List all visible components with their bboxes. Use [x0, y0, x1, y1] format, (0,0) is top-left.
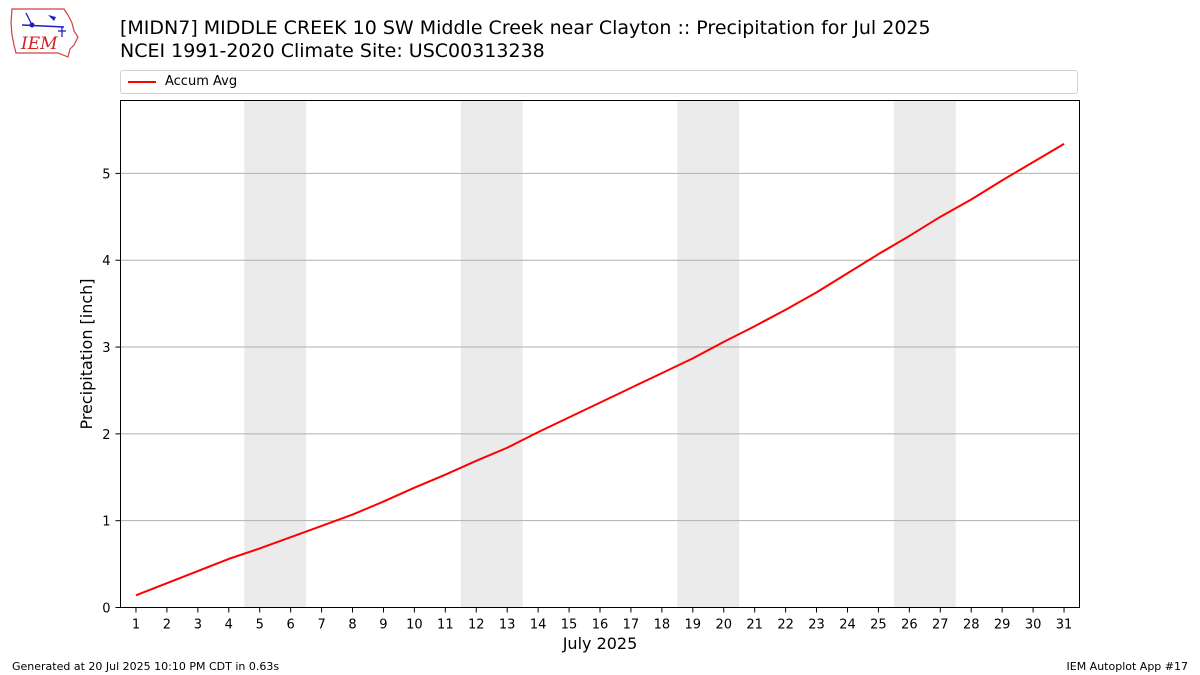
series-layer — [135, 143, 1065, 597]
series-line-accum-avg — [135, 143, 1065, 597]
y-tick-label-2: 2 — [102, 428, 110, 443]
x-tick-label-27: 27 — [932, 618, 949, 633]
y-tick-label-3: 3 — [102, 341, 110, 356]
x-tick-label-19: 19 — [685, 618, 702, 633]
x-tick-label-13: 13 — [499, 618, 516, 633]
x-tick-label-11: 11 — [437, 618, 454, 633]
chart-legend: Accum Avg — [120, 70, 1078, 94]
chart-title: [MIDN7] MIDDLE CREEK 10 SW Middle Creek … — [120, 17, 931, 39]
x-tick-label-8: 8 — [348, 618, 356, 633]
x-tick-label-10: 10 — [406, 618, 423, 633]
x-tick-label-5: 5 — [256, 618, 264, 633]
x-axis-label: July 2025 — [562, 634, 638, 653]
x-tick-label-9: 9 — [379, 618, 387, 633]
x-tick-label-3: 3 — [194, 618, 202, 633]
iowa-state-outline-icon: IEM — [10, 8, 79, 58]
x-tick-label-21: 21 — [746, 618, 763, 633]
y-axis-ticks: 0 1 2 3 4 5 — [102, 167, 121, 617]
x-tick-label-14: 14 — [530, 618, 547, 633]
x-axis-ticks: 1 2 3 4 5 6 7 8 9 10 11 12 13 14 15 16 17 18 19 20 21 22 23 24 2… — [132, 607, 1073, 633]
autoplot-app-label: IEM Autoplot App #17 — [1066, 660, 1189, 673]
weekend-band-3 — [677, 100, 740, 608]
x-tick-label-12: 12 — [468, 618, 485, 633]
y-axis-label: Precipitation [inch] — [77, 278, 96, 429]
chart-subtitle: NCEI 1991-2020 Climate Site: USC00313238 — [120, 40, 545, 62]
x-tick-label-4: 4 — [225, 618, 233, 633]
y-tick-label-4: 4 — [102, 254, 110, 269]
iem-logo: IEM — [8, 5, 80, 59]
x-tick-label-23: 23 — [808, 618, 825, 633]
generated-timestamp: Generated at 20 Jul 2025 10:10 PM CDT in… — [12, 660, 280, 673]
legend-swatch-accum-avg — [128, 81, 156, 83]
weekend-band-4 — [893, 100, 956, 608]
x-tick-label-16: 16 — [592, 618, 609, 633]
x-tick-label-25: 25 — [870, 618, 887, 633]
x-tick-label-6: 6 — [287, 618, 295, 633]
x-tick-label-22: 22 — [777, 618, 794, 633]
x-tick-label-20: 20 — [715, 618, 732, 633]
x-tick-label-7: 7 — [317, 618, 325, 633]
x-tick-label-31: 31 — [1056, 618, 1073, 633]
x-tick-label-1: 1 — [132, 618, 140, 633]
x-tick-label-30: 30 — [1025, 618, 1042, 633]
x-tick-label-2: 2 — [163, 618, 171, 633]
x-tick-label-26: 26 — [901, 618, 918, 633]
grid-layer — [120, 172, 1080, 522]
iem-logo-text: IEM — [20, 34, 58, 54]
y-tick-label-0: 0 — [102, 602, 110, 617]
x-tick-label-18: 18 — [654, 618, 671, 633]
x-tick-label-17: 17 — [623, 618, 640, 633]
x-tick-label-29: 29 — [994, 618, 1011, 633]
legend-label-accum-avg: Accum Avg — [165, 74, 238, 89]
weekend-shading-layer — [244, 100, 956, 608]
y-tick-label-1: 1 — [102, 515, 110, 530]
y-tick-label-5: 5 — [102, 167, 110, 182]
x-tick-label-15: 15 — [561, 618, 578, 633]
x-tick-label-28: 28 — [963, 618, 980, 633]
weekend-band-1 — [244, 100, 307, 608]
weekend-band-2 — [460, 100, 523, 608]
x-tick-label-24: 24 — [839, 618, 856, 633]
